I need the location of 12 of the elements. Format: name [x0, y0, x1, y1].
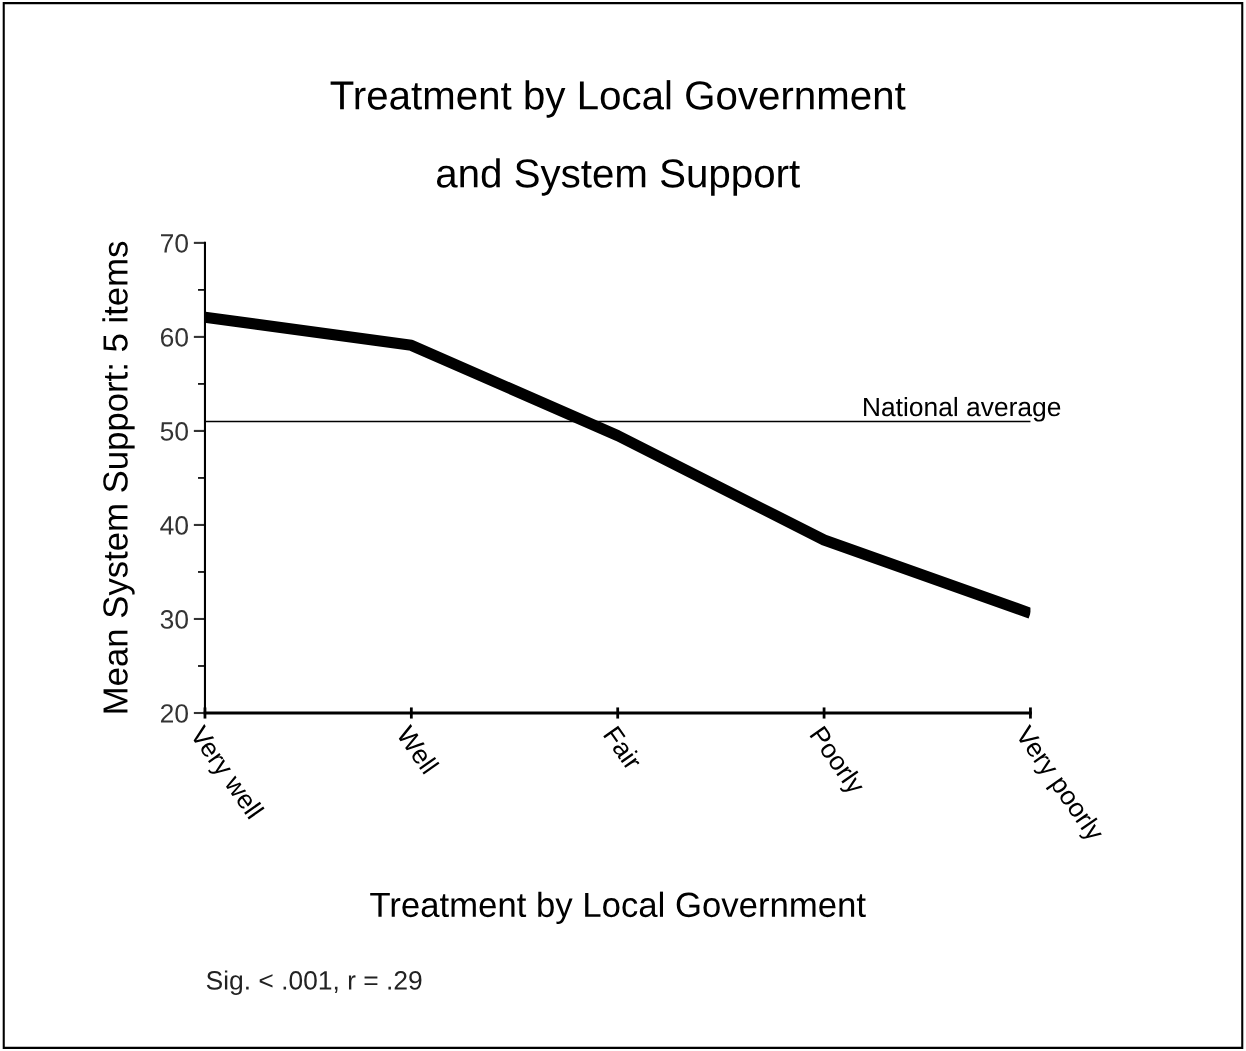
chart-title: Treatment by Local Government and System Support [330, 80, 906, 196]
y-tick-label: 20 [160, 704, 188, 723]
y-tick-label: 70 [161, 234, 188, 253]
x-tick-label: Fair [603, 725, 644, 772]
y-tick-label: 50 [160, 422, 188, 441]
y-tick-label: 60 [160, 328, 188, 347]
x-axis-title: Treatment by Local Government [370, 891, 866, 925]
text: Sig. < .001, r = .29 [206, 970, 422, 995]
y-tick-label: 40 [160, 516, 188, 535]
ref-line-label: National average [864, 396, 1061, 422]
y-tick-label: 30 [160, 610, 188, 629]
y-axis-title: Mean System Support: 5 items [102, 241, 135, 713]
